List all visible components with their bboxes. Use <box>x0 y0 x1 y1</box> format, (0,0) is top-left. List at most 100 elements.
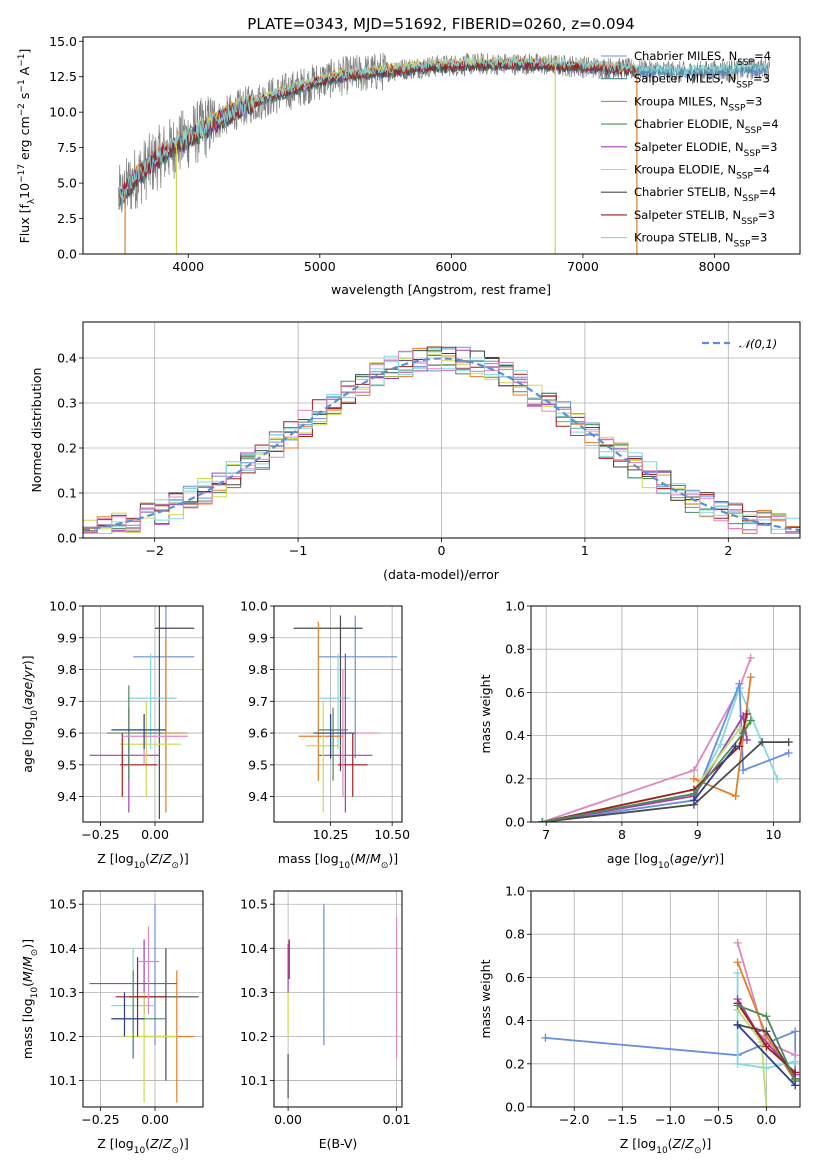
model-spectrum-line <box>119 58 636 200</box>
mass-weight-vs-Z-axes: −2.0 −1.5 −1.0 −0.5 0.0 0.0 0.2 0.4 0.6 0.8 1.0 Z [… <box>478 884 801 1156</box>
mass-vs-ebv-axes: 0.00 0.01 10.1 10.2 10.3 10.4 10.5 E(B-V) <box>240 890 411 1151</box>
plus-marker <box>784 748 793 757</box>
plus-marker <box>735 679 744 688</box>
x-tick-label: 7 <box>542 827 550 842</box>
mass-vs-ebv-plot-area <box>274 891 402 1107</box>
plus-marker <box>746 653 755 662</box>
y-tick-label: 9.6 <box>248 726 268 741</box>
y-tick-label: 10.0 <box>49 599 77 614</box>
y-tick-label: 10.5 <box>240 897 268 912</box>
y-tick-label: 7.5 <box>57 140 77 155</box>
histogram-step-series <box>83 350 800 534</box>
y-tick-label: 1.0 <box>505 884 525 899</box>
plus-marker <box>538 818 547 822</box>
plus-marker <box>758 738 767 747</box>
x-axis-label: E(B-V) <box>319 1136 358 1151</box>
plus-marker <box>689 796 698 805</box>
histogram-plot-area <box>83 322 800 538</box>
histogram-axes: −2 −1 0 1 2 0.0 0.1 0.2 0.3 0.4 𝒩(0,1) (data-model)… <box>29 321 801 582</box>
y-tick-label: 10.4 <box>49 941 77 956</box>
mass-weight-series-line <box>693 745 737 801</box>
histogram-step-series <box>83 346 800 534</box>
legend-label: Salpeter ELODIE, NSSP=3 <box>634 140 777 159</box>
y-tick-label: 0.0 <box>505 1100 525 1115</box>
plus-marker <box>689 774 698 783</box>
plus-marker <box>762 1027 771 1036</box>
age-vs-Z-plot-area <box>83 606 203 822</box>
x-tick-label: 4000 <box>172 259 204 274</box>
axes-frame <box>82 605 204 823</box>
axes-frame <box>530 890 801 1108</box>
plus-marker <box>731 742 740 751</box>
y-tick-label: 10.2 <box>240 1029 268 1044</box>
y-tick-label: 10.3 <box>240 985 268 1000</box>
legend-label: Salpeter MILES, NSSP=3 <box>634 72 770 91</box>
plus-marker <box>733 969 742 978</box>
y-tick-label: 15.0 <box>49 34 77 49</box>
mass-weight-series-line <box>736 1024 796 1087</box>
plus-marker <box>689 766 698 775</box>
y-tick-label: 0.2 <box>57 441 77 456</box>
y-tick-label: 9.8 <box>57 662 77 677</box>
spectrum-plot-area <box>118 52 771 254</box>
y-tick-label: 0.2 <box>505 771 525 786</box>
y-axis-label: mass weight <box>478 959 493 1038</box>
legend-label: Kroupa MILES, NSSP=3 <box>634 94 762 113</box>
plus-marker <box>762 1012 771 1021</box>
x-tick-label: −1 <box>289 543 307 558</box>
mass-weight-vs-age-axes: 7 8 9 10 0.0 0.2 0.4 0.6 0.8 1.0 age [log10(age/yr… <box>478 599 801 871</box>
y-tick-label: 0.1 <box>57 486 77 501</box>
mass-vs-Z-axes: −0.25 0.00 10.1 10.2 10.3 10.4 10.5 Z [log10(Z/… <box>20 890 204 1156</box>
x-axis-label: Z [log10(Z/Z⊙)] <box>97 1136 189 1156</box>
y-tick-label: 0.0 <box>57 531 77 546</box>
y-tick-label: 9.4 <box>248 789 268 804</box>
legend-label: Chabrier ELODIE, NSSP=4 <box>634 117 779 136</box>
plus-marker <box>742 710 751 718</box>
x-tick-label: 5000 <box>304 259 336 274</box>
y-tick-label: 0.4 <box>505 728 525 743</box>
plus-marker <box>784 738 793 747</box>
x-tick-label: 6000 <box>435 259 467 274</box>
legend-label: Chabrier STELIB, NSSP=4 <box>634 185 776 204</box>
plus-marker <box>762 1103 771 1107</box>
y-tick-label: 9.9 <box>57 630 77 645</box>
x-tick-label: −2.0 <box>559 1112 589 1127</box>
x-tick-label: 0.00 <box>141 827 169 842</box>
y-tick-label: 10.1 <box>240 1073 268 1088</box>
y-axis-label: age [log10(age/yr)] <box>20 655 40 772</box>
x-tick-label: 8000 <box>699 259 731 274</box>
plus-marker <box>773 774 782 783</box>
y-axis-label: mass weight <box>478 674 493 753</box>
plus-marker <box>733 1059 742 1068</box>
x-tick-label: 0 <box>438 543 446 558</box>
y-tick-label: 10.0 <box>240 599 268 614</box>
axes-frame <box>82 321 801 539</box>
y-tick-label: 9.5 <box>57 757 77 772</box>
model-spectrum-line <box>119 56 768 202</box>
x-tick-label: 0.0 <box>756 1112 776 1127</box>
mass-weight-series-line <box>542 741 789 822</box>
x-axis-label: mass [log10(M/M⊙)] <box>278 851 398 871</box>
y-tick-label: 0.3 <box>57 396 77 411</box>
axes-frame <box>82 36 801 255</box>
y-tick-label: 0.6 <box>505 970 525 985</box>
x-tick-label: 10 <box>766 827 782 842</box>
plus-marker <box>541 1033 550 1042</box>
y-tick-label: 0.2 <box>505 1056 525 1071</box>
plus-marker <box>791 1068 800 1077</box>
y-tick-label: 12.5 <box>49 69 77 84</box>
x-tick-label: −2 <box>145 543 163 558</box>
plus-marker <box>733 1001 742 1010</box>
plots-group: 4000 5000 6000 7000 80000.02.55.07.510.012.5… <box>17 34 801 1156</box>
y-tick-label: 9.4 <box>57 789 77 804</box>
y-tick-label: 10.3 <box>49 985 77 1000</box>
x-tick-label: 2 <box>724 543 732 558</box>
plus-marker <box>735 725 744 734</box>
x-tick-label: 9 <box>694 827 702 842</box>
x-tick-label: 0.01 <box>383 1112 411 1127</box>
x-tick-label: 0.00 <box>274 1112 302 1127</box>
legend-label: 𝒩(0,1) <box>739 337 777 351</box>
y-tick-label: 9.6 <box>57 726 77 741</box>
y-tick-label: 9.7 <box>57 694 77 709</box>
